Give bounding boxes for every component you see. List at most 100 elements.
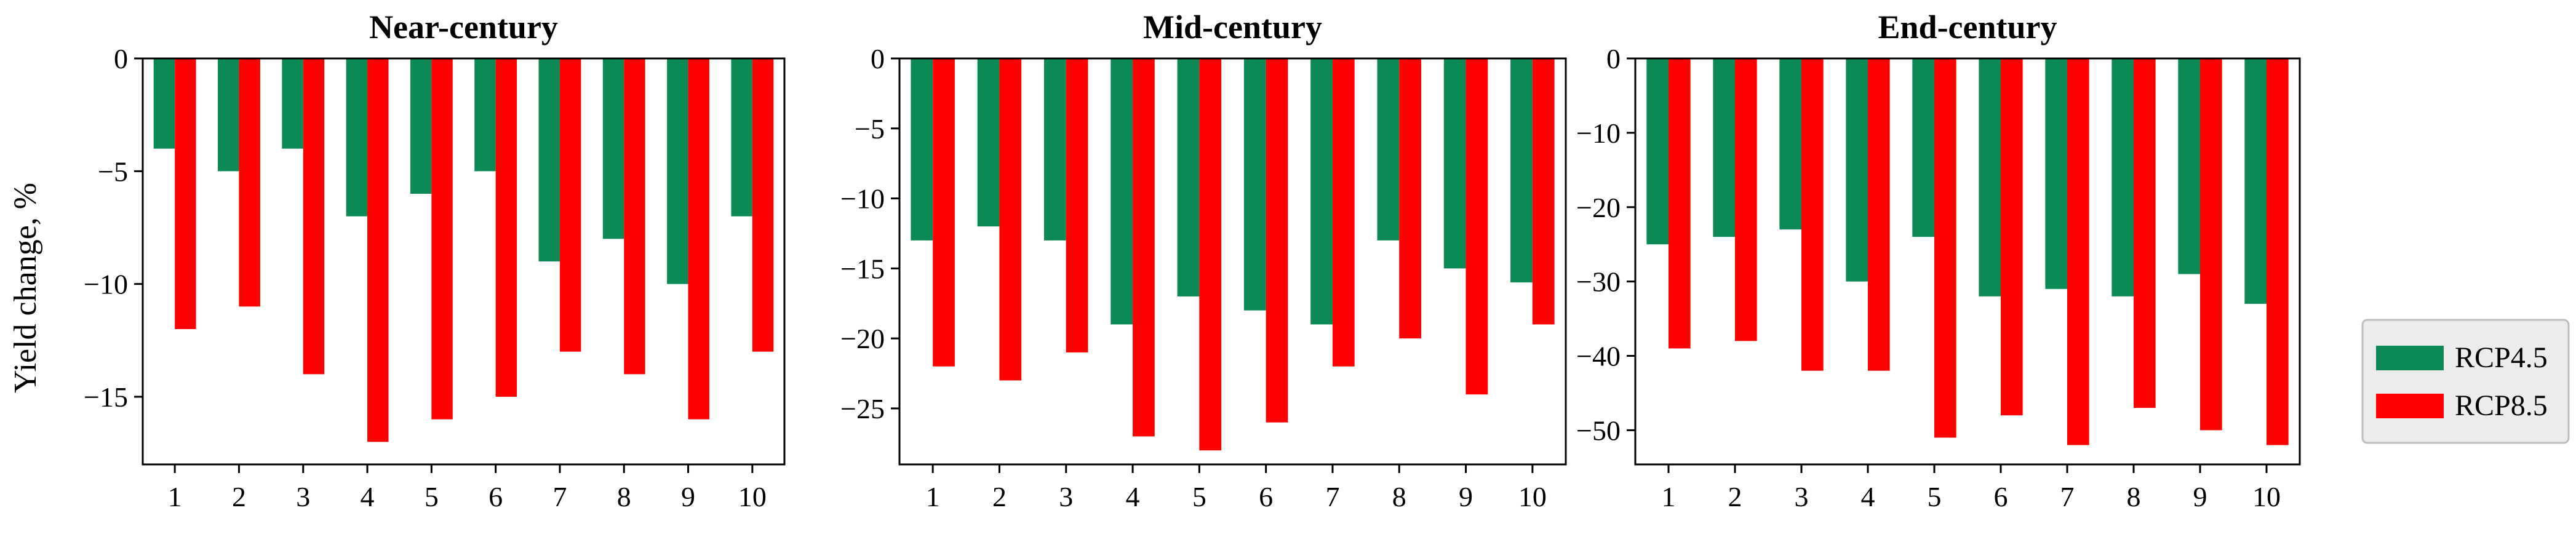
x-tick-label: 9 [1459, 481, 1473, 512]
bar-rcp85-7 [559, 58, 581, 352]
x-tick-label: 1 [168, 481, 182, 512]
x-tick-label: 4 [1861, 481, 1875, 512]
bar-rcp45-7 [2045, 58, 2067, 289]
x-tick-label: 4 [361, 481, 375, 512]
y-axis-label: Yield change, % [8, 183, 43, 393]
bar-rcp85-3 [1801, 58, 1824, 371]
bar-rcp85-9 [688, 58, 709, 420]
x-tick-label: 6 [488, 481, 503, 512]
x-tick-label: 1 [926, 481, 940, 512]
bar-rcp85-8 [1399, 58, 1421, 339]
x-tick-label: 3 [1059, 481, 1073, 512]
y-tick-label: −25 [840, 393, 885, 424]
bar-rcp45-10 [2244, 58, 2267, 304]
chart-title: Near-century [369, 9, 558, 46]
bar-rcp85-5 [1934, 58, 1956, 438]
bar-rcp45-6 [1979, 58, 2001, 296]
x-tick-label: 5 [425, 481, 439, 512]
bar-rcp85-8 [624, 58, 645, 375]
bar-rcp85-5 [1199, 58, 1222, 451]
bar-rcp45-1 [1646, 58, 1669, 245]
legend-label-rcp45: RCP4.5 [2455, 341, 2548, 374]
bar-rcp85-2 [999, 58, 1022, 381]
bar-rcp45-8 [602, 58, 624, 239]
bar-rcp85-4 [1133, 58, 1155, 437]
x-tick-label: 2 [1728, 481, 1742, 512]
bar-rcp45-4 [1111, 58, 1133, 325]
bar-rcp45-2 [218, 58, 239, 172]
bar-rcp45-5 [410, 58, 432, 194]
x-tick-label: 5 [1192, 481, 1206, 512]
bar-rcp45-9 [2178, 58, 2200, 274]
x-tick-label: 5 [1928, 481, 1942, 512]
bar-rcp85-7 [1332, 58, 1355, 367]
bar-rcp45-4 [1846, 58, 1868, 282]
x-tick-label: 9 [2193, 481, 2207, 512]
legend-label-rcp85: RCP8.5 [2455, 389, 2548, 422]
bar-rcp45-10 [731, 58, 752, 217]
bar-rcp85-8 [2134, 58, 2156, 408]
y-tick-label: −10 [840, 183, 885, 215]
bar-rcp85-9 [1465, 58, 1488, 395]
bar-rcp85-1 [175, 58, 196, 329]
x-tick-label: 6 [1994, 481, 2008, 512]
y-tick-label: −15 [840, 253, 885, 284]
bar-rcp85-3 [1066, 58, 1088, 352]
plot-frame [1634, 57, 2301, 466]
bar-rcp45-2 [977, 58, 1000, 227]
chart-panel-2: Mid-century 0 −5 −10 −15 −20 −25 1 2 3 4 5 6 7 8 9 10 [840, 9, 1567, 512]
x-tick-label: 7 [552, 481, 567, 512]
bar-rcp85-5 [431, 58, 453, 420]
y-tick-label: −10 [84, 269, 128, 300]
bar-rcp85-1 [1669, 58, 1691, 349]
legend: RCP4.5 RCP8.5 [2361, 319, 2570, 444]
y-tick-label: −30 [1576, 266, 1621, 298]
bar-rcp45-1 [911, 58, 933, 241]
x-tick-label: 10 [2252, 481, 2281, 512]
y-tick-label: 0 [871, 43, 885, 74]
y-tick-label: −20 [1576, 192, 1621, 223]
x-tick-label: 4 [1126, 481, 1140, 512]
y-tick-label: −50 [1576, 415, 1621, 446]
bar-rcp85-2 [1735, 58, 1757, 341]
bar-rcp85-7 [2067, 58, 2089, 445]
bar-rcp85-4 [1868, 58, 1890, 371]
bar-rcp45-3 [1779, 58, 1801, 230]
bar-rcp45-7 [1310, 58, 1333, 325]
x-tick-label: 10 [738, 481, 767, 512]
plot-frame [898, 57, 1567, 466]
x-tick-label: 7 [1325, 481, 1339, 512]
bar-rcp85-6 [1266, 58, 1288, 423]
bar-rcp45-6 [474, 58, 496, 172]
y-tick-label: −15 [84, 381, 128, 413]
bar-rcp45-3 [282, 58, 303, 149]
bar-rcp85-4 [367, 58, 389, 442]
chart-panel-3: End-century 0 −10 −20 −30 −40 −50 1 2 3 4 5 6 7 8 9 10 [1576, 9, 2301, 512]
x-tick-label: 9 [681, 481, 695, 512]
x-tick-label: 3 [296, 481, 310, 512]
bar-rcp85-6 [2001, 58, 2023, 416]
y-tick-label: −20 [840, 323, 885, 354]
y-tick-label: −5 [855, 113, 885, 145]
x-tick-label: 7 [2060, 481, 2075, 512]
x-tick-label: 1 [1662, 481, 1676, 512]
bar-rcp85-10 [1532, 58, 1555, 325]
bar-rcp45-3 [1044, 58, 1066, 241]
bar-rcp45-9 [667, 58, 688, 284]
x-tick-label: 10 [1518, 481, 1547, 512]
y-tick-label: −10 [1576, 117, 1621, 149]
x-tick-label: 2 [232, 481, 246, 512]
bar-rcp45-7 [538, 58, 560, 261]
bar-rcp45-9 [1443, 58, 1466, 269]
legend-swatch-rcp45 [2376, 346, 2444, 370]
chart-title: End-century [1878, 9, 2057, 46]
bar-rcp85-9 [2200, 58, 2222, 431]
bar-rcp85-6 [495, 58, 517, 397]
y-tick-label: 0 [114, 43, 128, 74]
bar-rcp45-8 [1377, 58, 1400, 241]
bar-rcp45-2 [1713, 58, 1735, 237]
x-tick-label: 8 [1392, 481, 1406, 512]
bar-rcp85-3 [303, 58, 325, 375]
